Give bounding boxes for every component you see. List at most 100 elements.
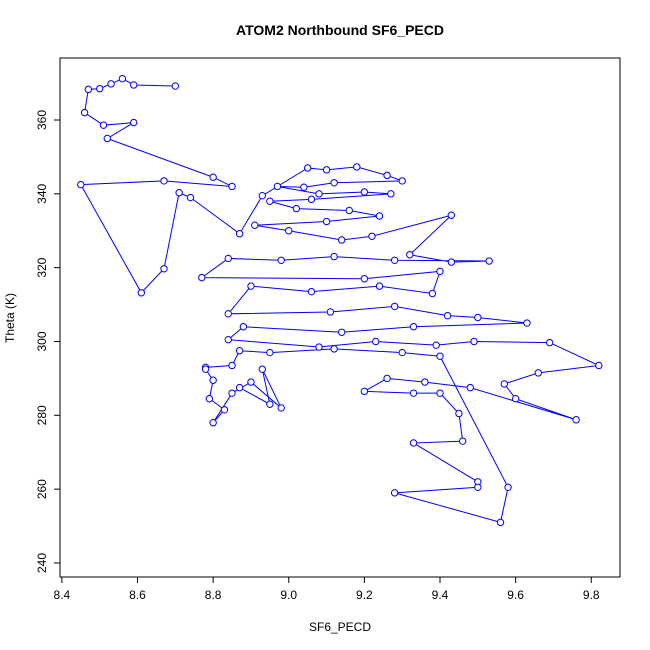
data-point: [436, 352, 444, 360]
data-point: [99, 121, 108, 129]
data-point: [338, 236, 346, 244]
data-point: [198, 273, 206, 282]
data-point: [496, 518, 505, 527]
data-point: [277, 404, 285, 412]
data-point: [103, 134, 111, 143]
y-tick-label: 280: [35, 405, 49, 425]
data-point: [345, 206, 353, 215]
data-point: [390, 302, 399, 311]
x-tick-label: 9.6: [507, 588, 524, 602]
data-point: [266, 197, 274, 205]
data-point: [224, 254, 232, 263]
y-tick-label: 360: [35, 110, 49, 130]
data-point: [130, 81, 138, 89]
data-point: [409, 439, 418, 447]
data-point: [292, 204, 301, 213]
data-point: [247, 282, 255, 290]
data-point: [353, 163, 361, 171]
y-tick-label: 260: [35, 479, 49, 499]
data-point: [307, 195, 316, 204]
data-point: [474, 313, 482, 322]
data-point: [330, 345, 338, 353]
data-point: [383, 374, 391, 383]
y-axis-label: Theta (K): [3, 293, 17, 343]
data-point: [383, 171, 391, 180]
data-point: [459, 437, 467, 445]
y-tick-label: 300: [35, 331, 49, 351]
data-point: [455, 409, 463, 418]
x-tick-label: 9.2: [356, 588, 373, 602]
data-point: [390, 256, 399, 264]
data-point: [545, 338, 554, 347]
y-tick-label: 240: [35, 553, 49, 573]
data-point: [338, 328, 346, 336]
data-point: [235, 230, 244, 238]
data-point: [266, 400, 274, 408]
data-point: [315, 343, 323, 351]
data-point: [504, 483, 512, 492]
data-point: [205, 395, 214, 403]
data-point: [201, 365, 210, 373]
data-point: [387, 190, 395, 198]
data-point: [307, 287, 316, 296]
y-tick-label: 320: [35, 257, 49, 277]
data-point: [390, 489, 399, 497]
data-point: [247, 378, 255, 386]
data-point: [432, 341, 440, 349]
data-point: [372, 337, 380, 346]
chart-title: ATOM2 Northbound SF6_PECD: [236, 22, 444, 38]
data-point: [258, 365, 266, 373]
data-point: [209, 376, 217, 384]
data-point: [368, 232, 376, 240]
data-point: [239, 323, 248, 331]
data-point: [273, 182, 282, 191]
data-point: [96, 84, 104, 93]
data-point: [285, 227, 293, 235]
data-point: [228, 361, 236, 370]
data-point: [322, 217, 331, 226]
data-point: [80, 108, 89, 117]
x-tick-label: 8.8: [205, 588, 222, 602]
data-point: [224, 310, 232, 318]
data-point: [160, 265, 168, 273]
series-line: [79, 78, 601, 523]
x-tick-label: 8.4: [54, 588, 71, 602]
data-point: [436, 267, 444, 276]
data-point: [235, 347, 244, 355]
data-point: [224, 335, 232, 344]
data-point: [330, 252, 338, 261]
data-point: [447, 211, 456, 219]
data-point: [130, 118, 138, 127]
data-point: [428, 289, 437, 298]
data-point: [228, 389, 236, 397]
data-point: [209, 173, 217, 181]
x-tick-label: 9.8: [583, 588, 600, 602]
data-point: [107, 80, 115, 88]
data-point: [447, 258, 456, 266]
data-point: [511, 395, 520, 403]
data-point: [409, 389, 418, 397]
data-point: [406, 251, 414, 259]
data-point: [326, 308, 335, 316]
data-point: [360, 387, 369, 396]
data-point: [160, 177, 168, 185]
data-point: [228, 182, 236, 191]
data-point: [474, 483, 482, 492]
data-point: [220, 406, 229, 414]
data-point: [500, 380, 508, 388]
data-point: [137, 289, 145, 297]
data-point: [360, 275, 369, 283]
data-point: [77, 180, 85, 189]
data-point: [595, 361, 603, 370]
data-point: [398, 348, 406, 357]
data-point: [443, 311, 452, 320]
data-point: [303, 164, 312, 172]
data-point: [466, 383, 474, 392]
plot-frame: [59, 57, 621, 578]
data-point: [186, 193, 195, 202]
x-tick-label: 9.0: [280, 588, 297, 602]
data-point: [360, 188, 369, 196]
data-point: [171, 82, 180, 90]
